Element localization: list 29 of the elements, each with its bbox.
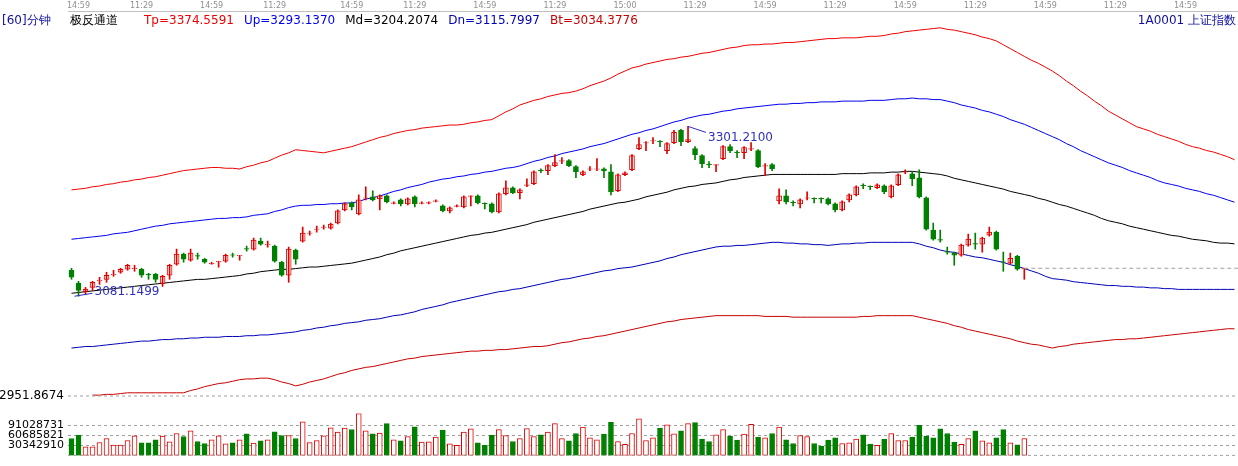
x-tick-label: 14:59: [753, 0, 777, 10]
chart-title: 1A0001 上证指数: [1137, 13, 1236, 28]
x-tick-label: 11:29: [823, 0, 847, 10]
chart-subtitle: [60]分钟: [2, 13, 51, 28]
x-tick-label: 11:29: [963, 0, 987, 10]
x-tick-label: 11:29: [263, 0, 287, 10]
y-tick-label: 30342910: [8, 438, 64, 452]
x-tick-label: 14:59: [1173, 0, 1197, 10]
x-tick-label: 14:59: [473, 0, 497, 10]
x-tick-label: 11:29: [130, 0, 154, 10]
x-tick-label: 11:29: [543, 0, 567, 10]
x-tick-label: 14:59: [1033, 0, 1057, 10]
text: Tp=3374.5591: [143, 13, 234, 28]
x-tick-label: 14:59: [200, 0, 224, 10]
legend-title: 极反通道: [69, 13, 118, 28]
x-tick-label: 14:59: [66, 0, 91, 10]
x-tick-label: 11:29: [683, 0, 707, 10]
text: Bt=3034.3776: [549, 13, 638, 28]
x-tick-label: 14:59: [340, 0, 364, 10]
text: Md=3204.2074: [345, 13, 439, 28]
x-tick-label: 14:59: [893, 0, 917, 10]
annotation: 3301.2100: [708, 129, 773, 144]
text: Up=3293.1370: [243, 13, 336, 28]
text: Dn=3115.7997: [448, 13, 540, 28]
annotation: 3081.1499: [94, 284, 160, 299]
x-tick-label: 15:00: [613, 0, 637, 10]
text: 2951.8674: [0, 388, 64, 403]
x-tick-label: 11:29: [403, 0, 427, 10]
x-tick-label: 11:29: [1103, 0, 1127, 10]
